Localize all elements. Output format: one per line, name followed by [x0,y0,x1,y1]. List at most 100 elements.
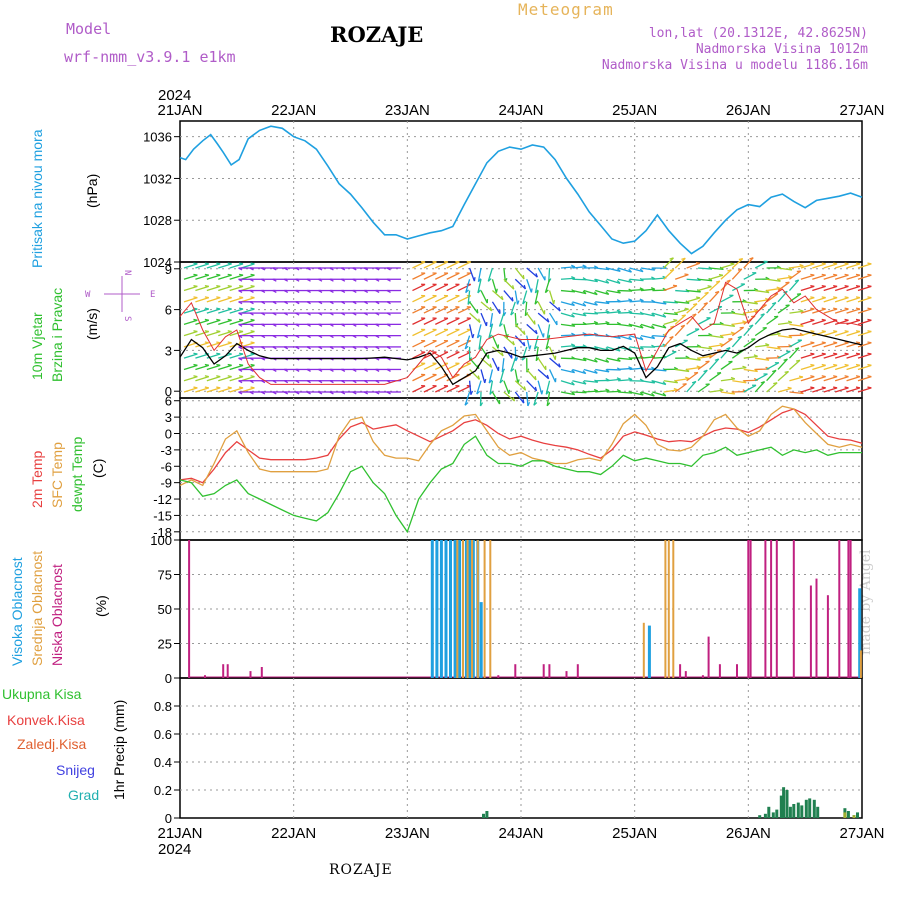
y-tick-label: 6 [165,303,172,318]
wind-arrow-head [682,383,687,385]
wind-arrow-head [799,309,804,312]
wind-arrow-head [249,368,254,372]
wind-arrow [560,266,575,269]
wind-arrow [720,263,735,269]
wind-arrow [697,302,709,314]
wind-arrow-head [662,324,667,329]
wind-arrow-head [867,296,872,299]
wind-arrow [206,387,221,393]
wind-arrow [240,263,255,269]
wind-arrow-head [571,313,575,318]
wind-arrow [572,312,587,317]
wind-arrow-head [261,267,266,271]
y-tick-label: 3 [165,410,172,425]
wind-arrow [846,330,861,337]
wind-arrow [412,261,426,269]
wind-arrow-head [628,347,633,352]
bar-ukupna-kisa [767,806,771,818]
wind-arrow-head [783,290,788,294]
wind-arrow-head [867,330,872,333]
top-date-label: 21JAN [157,102,202,119]
wind-arrow [229,285,244,292]
bar-ukupna-kisa [485,811,489,818]
wind-arrow-head [522,399,525,404]
wind-arrow-head [250,284,255,288]
wind-arrow-head [582,370,587,374]
bar-srednja-oblacnost [471,540,474,678]
wind-arrows [183,257,872,407]
wind-arrow [754,260,768,269]
wind-arrow [503,278,515,290]
wind-arrow [800,319,815,325]
wind-arrow [489,312,494,328]
wind-arrow [675,308,689,314]
wind-arrow-head [787,386,792,389]
wind-arrow-head [810,262,815,265]
wind-arrow [755,344,770,348]
wind-arrow-head [238,267,243,271]
wind-arrow-head [867,375,872,378]
model-elevation-info: Nadmorska Visina u modelu 1186.16m [601,58,868,73]
wind-arrow-head [704,291,709,294]
chart-series [179,125,863,818]
wind-arrow-head [329,346,334,350]
wind-arrow [675,368,690,373]
wind-arrow [823,364,838,371]
wind-arrow [195,297,209,303]
wind-arrow-head [810,375,815,378]
wind-arrow-head [527,402,531,407]
wind-arrow-head [522,274,525,280]
elevation-info: Nadmorska Visina 1012m [695,42,868,57]
wind-arrow-head [375,267,380,271]
wind-arrow-head [535,329,538,335]
wind-arrow [788,347,800,359]
wind-arrow [629,288,644,292]
wind-arrow [618,357,633,361]
wind-arrow [583,357,598,363]
wind-arrow-head [784,370,789,374]
wind-arrow-head [238,380,243,384]
wind-arrow-head [249,278,254,282]
wind-arrow-head [844,386,849,389]
wind-arrow-head [283,335,289,339]
y-tick-label: 50 [158,602,172,617]
wind-arrow-head [728,338,733,340]
wind-arrow-head [306,312,311,316]
wind-arrow [412,272,426,280]
wind-arrow [697,291,709,303]
wind-arrow-head [727,269,732,272]
wind-arrow-head [535,273,538,278]
model-value: wrf-nmm_v3.9.1 e1km [64,48,236,66]
wind-arrow-head [821,318,826,321]
wind-arrow [537,368,550,380]
wind-arrow [857,319,872,325]
wind-arrow [229,297,244,303]
bar-niska-oblacnost [849,540,852,678]
wind-arrow-head [521,356,526,361]
wind-arrow [800,375,815,382]
wind-arrow [812,387,826,393]
wind-arrow [457,351,472,359]
wind-arrow-head [272,335,277,339]
wind-arrow [606,346,621,352]
wind-arrow-head [844,296,849,299]
bar-ukupna-kisa [812,799,816,818]
wind-arrow-head [760,313,765,316]
wind-arrow-head [386,391,391,395]
wind-arrow-head [329,301,334,305]
wind-arrow-head [737,335,742,339]
wind-arrow-head [295,278,300,282]
wind-arrow-head [844,363,849,366]
wind-arrow-head [776,331,781,335]
wind-arrow-head [239,330,244,333]
wind-arrow [423,295,437,303]
wind-arrow-head [523,330,526,335]
wind-arrow-head [318,335,323,339]
wind-arrow-head [726,347,731,350]
wind-arrow [229,263,244,269]
wind-arrow-head [681,314,686,317]
wind-arrow [812,342,826,348]
wind-arrow-head [341,312,346,316]
bar-visoka-oblacnost [430,540,434,678]
wind-arrow [709,358,720,370]
